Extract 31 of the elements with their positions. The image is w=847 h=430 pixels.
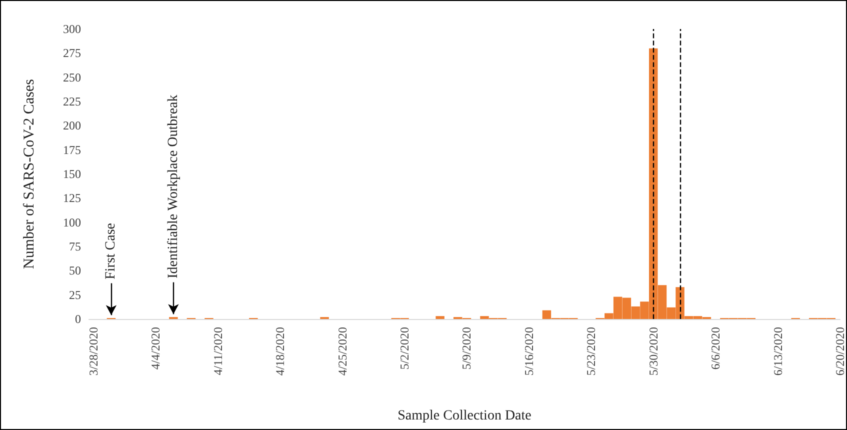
y-tick-label: 175 [63,142,81,157]
x-tick-label: 5/30/2020 [646,327,660,376]
y-tick-label: 200 [63,118,81,133]
x-tick-label: 4/11/2020 [210,327,225,376]
y-axis-title: Number of SARS-CoV-2 Cases [22,78,38,269]
y-tick-label: 150 [63,167,81,181]
y-tick-label: 50 [69,264,81,278]
annotation: Identifiable Workplace Outbreak [166,94,181,278]
y-tick-label: 275 [63,46,81,60]
y-tick-label: 75 [69,240,81,254]
x-axis-title: Sample Collection Date [398,408,532,424]
x-tick-label: 3/28/2020 [86,327,100,376]
y-tick-label: 250 [63,70,81,84]
y-tick-label: 100 [63,215,81,230]
x-tick-label: 6/6/2020 [708,327,723,370]
x-tick-label: 6/20/2020 [833,327,847,376]
annotation: First Case [104,222,119,280]
x-tick-label: 5/2/2020 [398,327,412,370]
y-tick-label: 25 [69,288,81,302]
x-tick-label: 4/4/2020 [148,327,163,370]
x-tick-label: 5/23/2020 [584,327,598,376]
y-tick-label: 0 [75,312,81,326]
x-tick-label: 6/13/2020 [770,327,785,376]
y-tick-label: 225 [63,94,81,108]
x-tick-label: 5/9/2020 [460,327,474,370]
x-tick-label: 4/25/2020 [335,327,350,376]
bar [436,316,444,319]
y-tick-label: 125 [63,191,81,206]
x-tick-label: 4/18/2020 [273,327,288,376]
y-tick-label: 300 [63,22,81,36]
x-tick-label: 5/16/2020 [522,327,536,376]
